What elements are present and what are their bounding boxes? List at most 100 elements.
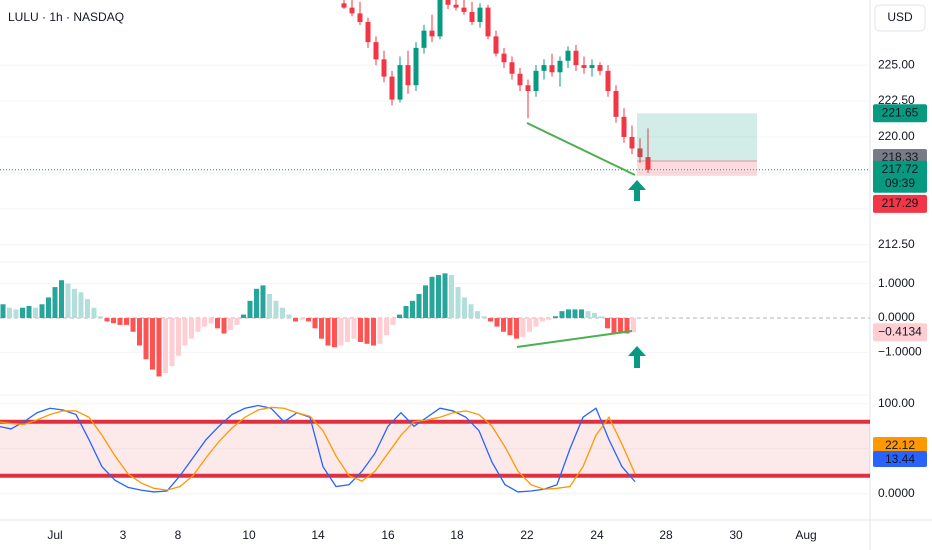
histogram-bar — [306, 318, 311, 322]
histogram-bar — [293, 318, 298, 322]
histogram-bar — [156, 318, 162, 377]
histogram-bar — [345, 318, 350, 343]
y-tick-label: 220.00 — [878, 129, 915, 143]
stochastic — [0, 403, 870, 495]
histogram-bar — [72, 288, 77, 319]
histogram-bar — [267, 293, 272, 319]
countdown: 09:39 — [885, 176, 915, 190]
histogram-bar — [286, 314, 292, 319]
histogram-bar — [611, 318, 617, 334]
candle-body — [645, 157, 651, 170]
candle-body — [349, 7, 355, 14]
x-tick-label: Jul — [47, 528, 62, 542]
candle-body — [605, 70, 611, 91]
histogram-bar — [195, 318, 201, 332]
histogram-bar — [624, 318, 630, 334]
histogram-bar — [410, 300, 415, 319]
histogram-bar — [462, 297, 467, 319]
histogram-bar — [631, 318, 636, 333]
candle-body — [405, 65, 411, 86]
histogram-bar — [312, 318, 318, 329]
candle-body — [533, 70, 539, 91]
histogram-bar — [176, 318, 181, 356]
histogram-bar — [39, 304, 45, 319]
last-value-bg — [873, 451, 927, 467]
histogram-bar — [33, 307, 38, 319]
candle-body — [541, 65, 547, 71]
histogram-bar — [416, 293, 422, 319]
histogram-bar — [7, 307, 12, 319]
histogram-bar — [20, 307, 25, 319]
histogram-bar — [182, 318, 188, 346]
candle-body — [581, 65, 587, 68]
last-price-bg — [873, 160, 927, 193]
histogram-bar — [475, 311, 480, 319]
histogram-bar — [169, 318, 175, 367]
histogram-bar — [13, 309, 19, 319]
histogram-bar — [527, 318, 532, 332]
candle-body — [341, 3, 347, 8]
histogram-bar — [566, 309, 571, 319]
entry-label: 218.33 — [882, 150, 919, 164]
histogram-bar — [351, 318, 357, 339]
histogram-bar — [507, 318, 513, 336]
candle-body — [509, 62, 515, 74]
histogram-bar — [546, 318, 552, 320]
histogram-bar — [104, 318, 110, 322]
candle-body — [421, 30, 427, 48]
candle-body — [485, 7, 491, 37]
candle-body — [381, 59, 387, 77]
histogram-bar — [26, 305, 32, 319]
histogram-bar — [605, 318, 610, 329]
annotations — [516, 122, 646, 368]
histogram-bar — [455, 287, 461, 319]
stop-zone — [637, 160, 757, 176]
histogram-bar — [585, 311, 591, 319]
candle-body — [357, 13, 363, 22]
candle-body — [493, 36, 499, 54]
x-tick-label: 22 — [520, 528, 534, 542]
stop-label: 217.29 — [882, 196, 919, 210]
histogram-bar — [260, 285, 266, 319]
last-value: 13.44 — [885, 452, 915, 466]
x-tick-label: 14 — [311, 528, 325, 542]
candle-body — [517, 73, 523, 86]
histogram-bar — [436, 275, 441, 319]
x-tick-label: Aug — [795, 528, 816, 542]
histogram-bar — [449, 275, 454, 319]
candle-body — [557, 60, 563, 73]
histogram-bar — [598, 316, 604, 319]
candle-body — [453, 4, 459, 8]
candle-body — [365, 21, 371, 43]
histogram-bar — [325, 318, 331, 346]
histogram-bar — [384, 318, 389, 336]
candle-body — [437, 0, 443, 37]
y-tick-label: 0.0000 — [878, 486, 915, 500]
candle-body — [621, 116, 627, 137]
stoch-line — [0, 404, 636, 493]
currency-button[interactable] — [874, 4, 926, 32]
y-tick-label: 225.00 — [878, 57, 915, 71]
histogram-bar — [338, 318, 344, 346]
x-tick-label: 10 — [242, 528, 256, 542]
candle-body — [477, 7, 483, 22]
y-tick-label: 0.0000 — [878, 310, 915, 324]
histogram-bar — [208, 318, 214, 324]
histogram-bar — [468, 304, 474, 319]
histogram-bar — [319, 318, 324, 339]
last-value: 22.12 — [885, 438, 915, 452]
candle-body — [445, 0, 451, 5]
currency[interactable]: USD — [887, 10, 913, 24]
candle-body — [501, 53, 507, 63]
y-tick-label: 222.50 — [878, 93, 915, 107]
divergence-line — [526, 122, 636, 176]
candle-body — [637, 148, 643, 158]
histogram-bar — [0, 304, 6, 319]
histogram-bar — [397, 314, 402, 319]
candle-body — [629, 136, 635, 149]
last-value: −0.4134 — [878, 324, 922, 338]
last-value-bg — [873, 437, 927, 453]
candle-body — [389, 76, 395, 100]
histogram-bar — [46, 297, 51, 319]
